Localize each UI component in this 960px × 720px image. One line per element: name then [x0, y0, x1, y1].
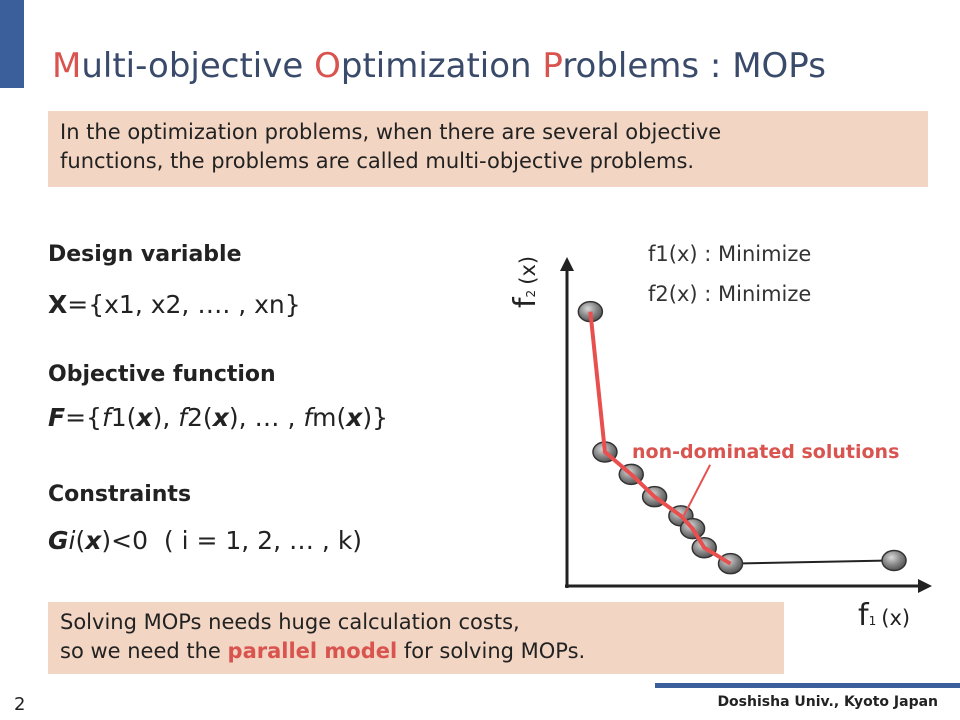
intro-line-1: In the optimization problems, when there… [60, 120, 722, 144]
footer-affiliation: Doshisha Univ., Kyoto Japan [717, 694, 938, 710]
objective-f2-minimize: f2(x) : Minimize [648, 282, 812, 306]
summary-box: Solving MOPs needs huge calculation cost… [48, 602, 784, 674]
y-axis-label-main: f [508, 297, 543, 308]
footer-line [655, 683, 960, 688]
y-axis-label-sub: 2 [524, 289, 538, 298]
title-part: M [52, 46, 82, 86]
dominated-connector-line [730, 559, 895, 565]
design-variable-symbol: X [48, 290, 68, 319]
x-axis-label-sub: 1 [868, 614, 877, 628]
constraints-range: ( i = 1, 2, … , k) [163, 526, 363, 555]
design-variable-set: ={x1, x2, …. , xn} [67, 290, 301, 319]
design-variable-label: Design variable [48, 242, 242, 267]
design-variable-formula: X={x1, x2, …. , xn} [48, 290, 301, 319]
y-axis-arrow [560, 257, 574, 271]
title-part: ptimization [340, 46, 543, 86]
parallel-model-highlight: parallel model [227, 639, 398, 663]
summary-line-1: Solving MOPs needs huge calculation cost… [60, 610, 520, 634]
constraints-label: Constraints [48, 482, 192, 507]
pareto-front-line [588, 311, 732, 566]
summary-line-2-post: for solving MOPs. [397, 639, 586, 663]
title-part: P [542, 46, 563, 86]
intro-line-2: functions, the problems are called multi… [60, 149, 695, 173]
summary-line-2-pre: so we need the [60, 639, 228, 663]
objective-function-set: ={f1(x), f2(x), … , fm(x)} [65, 403, 389, 432]
intro-box: In the optimization problems, when there… [48, 111, 928, 187]
title-part: ulti-objective [81, 46, 315, 86]
annotation-pointer [682, 464, 711, 517]
pareto-chart [560, 257, 932, 593]
title-part: roblems : MOPs [562, 46, 826, 86]
x-axis-label: f1 (x) [858, 598, 910, 633]
objective-function-label: Objective function [48, 362, 276, 387]
objective-f1-minimize: f1(x) : Minimize [648, 242, 812, 266]
x-axis-label-main: f [858, 598, 869, 633]
objective-function-formula: F={f1(x), f2(x), … , fm(x)} [48, 403, 389, 432]
y-axis-label-arg: (x) [516, 255, 540, 285]
constraints-formula: Gi(x)<0 ( i = 1, 2, … , k) [48, 526, 363, 555]
title-part: O [314, 46, 341, 86]
title-accent-bar [0, 0, 24, 88]
non-dominated-annotation: non-dominated solutions [632, 441, 900, 463]
summary-line-2: so we need the parallel model for solvin… [60, 637, 772, 666]
y-axis-label: f2 (x) [508, 218, 548, 308]
x-axis-label-arg: (x) [881, 606, 911, 630]
page-title: Multi-objective Optimization Problems : … [52, 46, 826, 86]
x-axis-arrow [918, 579, 932, 593]
dominated-point [881, 549, 907, 572]
page-number: 2 [14, 694, 26, 715]
